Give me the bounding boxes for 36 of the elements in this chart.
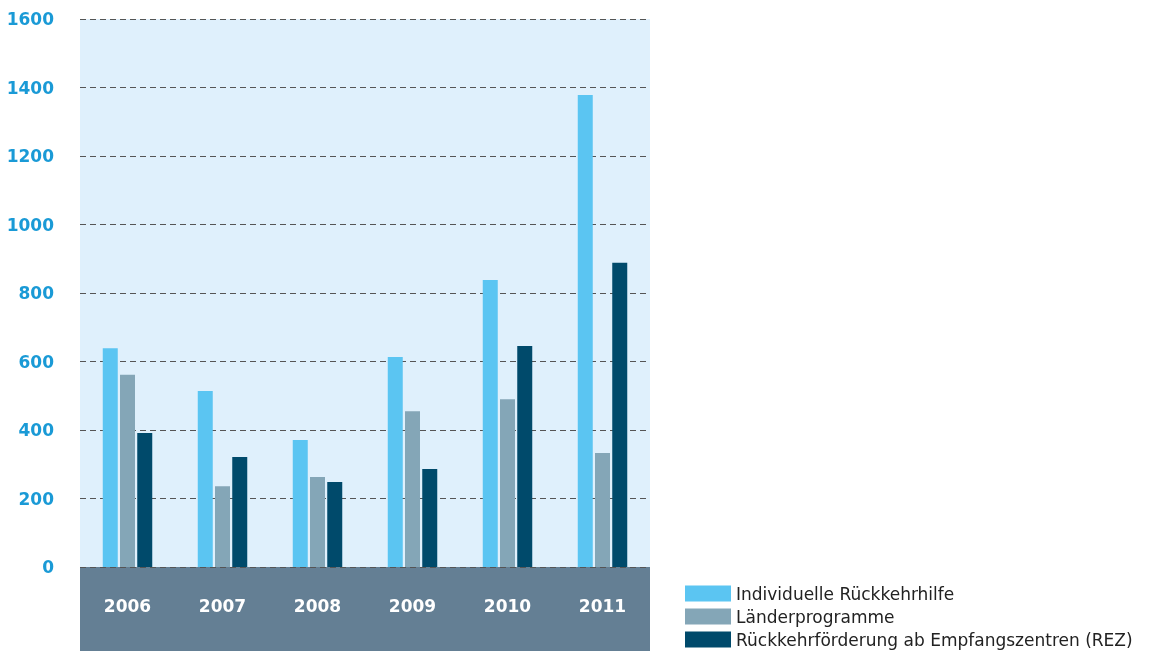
bar — [577, 95, 593, 567]
y-tick-label: 1400 — [6, 77, 55, 98]
x-tick-label: 2006 — [103, 595, 152, 616]
bar — [137, 433, 153, 567]
x-tick-label: 2011 — [578, 595, 627, 616]
bar — [482, 279, 498, 567]
bar — [327, 482, 343, 567]
legend-label: Individuelle Rückkehrhilfe — [736, 583, 955, 604]
bar — [405, 411, 420, 567]
bar — [595, 452, 610, 567]
y-tick-label: 0 — [42, 557, 55, 577]
bar — [215, 486, 230, 567]
x-tick-label: 2007 — [198, 595, 247, 616]
bar — [120, 374, 135, 567]
y-tick-label: 800 — [18, 283, 55, 303]
x-tick-label: 2008 — [293, 595, 342, 616]
bar — [197, 390, 213, 567]
bar — [500, 399, 515, 567]
bar — [310, 476, 325, 567]
y-tick-label: 1600 — [6, 9, 55, 29]
x-tick-label: 2010 — [483, 595, 532, 616]
y-tick-label: 400 — [18, 420, 55, 440]
legend-label: Länderprogramme — [736, 606, 895, 627]
y-tick-label: 1200 — [6, 146, 55, 166]
bar — [292, 439, 308, 567]
x-tick-label: 2009 — [388, 595, 437, 616]
y-tick-label: 600 — [18, 351, 55, 372]
bar — [612, 262, 628, 567]
bar — [387, 357, 403, 567]
bar — [232, 457, 248, 567]
bar — [517, 346, 533, 567]
bar — [422, 469, 438, 567]
y-tick-label: 200 — [18, 488, 55, 509]
y-tick-label: 1000 — [6, 214, 55, 235]
bar — [102, 348, 118, 567]
legend-label: Rückkehrförderung ab Empfangszentren (REZ) — [736, 629, 1133, 650]
